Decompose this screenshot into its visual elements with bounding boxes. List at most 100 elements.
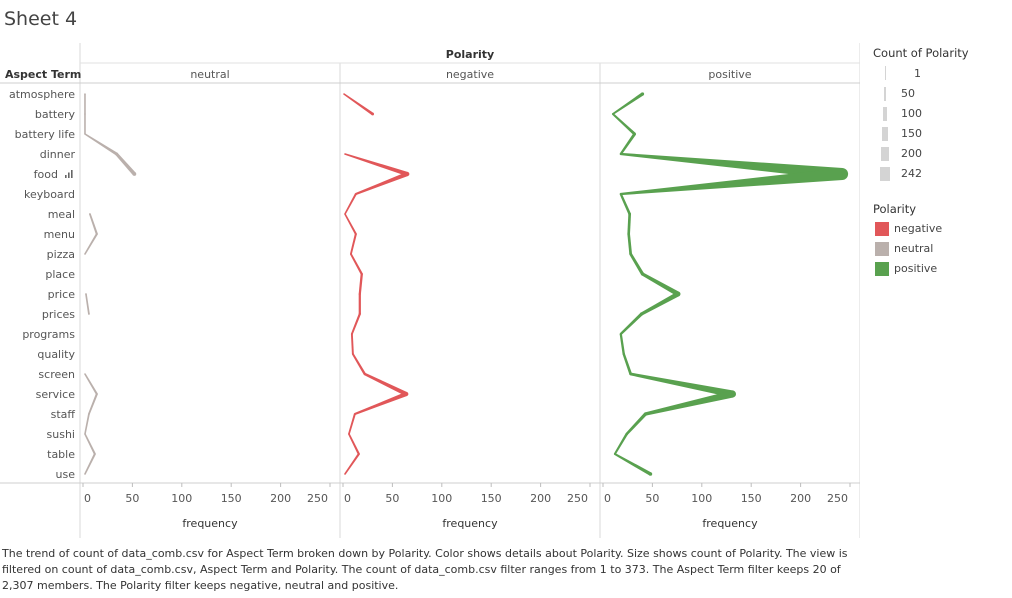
line-joint <box>85 293 87 295</box>
line-segment <box>84 433 96 455</box>
line-joint <box>132 172 137 176</box>
tick-label: 150 <box>741 492 762 505</box>
row-header: Aspect Term <box>5 68 81 81</box>
line-segment <box>625 412 647 435</box>
legend: Count of Polarity 1 50 100 150 200 242 Polari… <box>873 46 1008 279</box>
line-segment <box>640 291 680 316</box>
row-label: screen <box>38 368 75 381</box>
bar-chart-icon <box>65 170 73 178</box>
line-segment <box>620 152 843 180</box>
line-segment <box>619 133 636 155</box>
color-legend-label: neutral <box>894 242 934 255</box>
line-segment <box>641 272 680 297</box>
size-swatch <box>880 167 890 181</box>
size-legend-item: 150 <box>873 124 1008 144</box>
size-legend-item: 200 <box>873 144 1008 164</box>
sheet-title: Sheet 4 <box>4 8 78 30</box>
series-negative <box>343 93 410 475</box>
line-segment <box>84 114 86 134</box>
row-label: service <box>36 388 76 401</box>
line-segment <box>348 433 360 455</box>
line-segment <box>84 373 98 395</box>
line-segment <box>612 92 644 115</box>
line-segment <box>84 94 86 114</box>
color-legend-item-negative[interactable]: negative <box>873 219 1008 239</box>
line-joint <box>84 373 86 375</box>
line-segment <box>627 233 633 255</box>
row-label: staff <box>51 408 76 421</box>
line-segment <box>115 153 136 176</box>
line-segment <box>645 390 734 416</box>
tick-label: 100 <box>431 492 452 505</box>
line-segment <box>85 293 90 315</box>
row-label: prices <box>42 308 75 321</box>
size-swatch <box>882 107 888 121</box>
line-segment <box>351 313 361 335</box>
line-segment <box>84 233 98 255</box>
line-segment <box>358 273 363 295</box>
row-label: price <box>48 288 76 301</box>
tick-label: 100 <box>171 492 192 505</box>
color-swatch <box>875 222 889 236</box>
row-label: sushi <box>47 428 75 441</box>
line-joint <box>648 472 653 476</box>
tick-label: 250 <box>307 492 328 505</box>
row-label: atmosphere <box>9 88 75 101</box>
x-axis-title: frequency <box>182 517 238 530</box>
line-segment <box>350 333 354 355</box>
row-label: programs <box>22 328 75 341</box>
tick-label: 0 <box>344 492 351 505</box>
size-legend-item: 242 <box>873 164 1008 184</box>
series-layer <box>84 92 849 476</box>
line-segment <box>620 168 843 196</box>
size-legend-items: 1 50 100 150 200 242 <box>873 64 1008 184</box>
line-joint <box>640 92 645 96</box>
line-segment <box>84 453 96 475</box>
color-legend-items: negative neutral positive <box>873 219 1008 279</box>
line-joint <box>89 213 91 215</box>
panel-header-positive: positive <box>708 68 751 81</box>
row-label: menu <box>44 228 75 241</box>
row-label: quality <box>37 348 75 361</box>
row-label: pizza <box>47 248 75 261</box>
line-joint <box>84 253 86 255</box>
tick-label: 200 <box>270 492 291 505</box>
row-label: keyboard <box>24 188 75 201</box>
tick-label: 0 <box>604 492 611 505</box>
line-segment <box>84 133 118 156</box>
size-legend-label: 200 <box>901 147 922 160</box>
line-segment <box>343 93 374 116</box>
tick-label: 200 <box>530 492 551 505</box>
chart-gridlines <box>0 43 860 538</box>
panel-headers: neutral negative positive <box>190 68 751 81</box>
size-legend-label: 100 <box>901 107 922 120</box>
size-swatch <box>883 87 887 101</box>
line-segment <box>629 253 644 275</box>
line-joint <box>84 473 86 475</box>
size-legend-label: 150 <box>901 127 922 140</box>
tick-label: 0 <box>84 492 91 505</box>
panel-header-negative: negative <box>446 68 494 81</box>
row-label: place <box>45 268 75 281</box>
line-segment <box>627 213 632 235</box>
line-joint <box>344 153 346 155</box>
color-legend-item-neutral[interactable]: neutral <box>873 239 1008 259</box>
tick-label: 50 <box>125 492 139 505</box>
tick-label: 150 <box>481 492 502 505</box>
line-joint <box>371 112 375 116</box>
size-legend-item: 50 <box>873 84 1008 104</box>
color-legend-item-positive[interactable]: positive <box>873 259 1008 279</box>
size-legend-title: Count of Polarity <box>873 46 969 60</box>
series-positive <box>611 92 849 476</box>
size-swatch <box>881 127 889 141</box>
line-segment <box>355 171 409 195</box>
line-segment <box>344 193 357 215</box>
line-segment <box>344 153 408 177</box>
line-segment <box>84 413 90 435</box>
line-segment <box>89 213 98 235</box>
color-swatch <box>875 262 889 276</box>
size-legend-item: 100 <box>873 104 1008 124</box>
line-segment <box>350 253 363 275</box>
color-legend-label: negative <box>894 222 943 235</box>
tick-label: 150 <box>221 492 242 505</box>
